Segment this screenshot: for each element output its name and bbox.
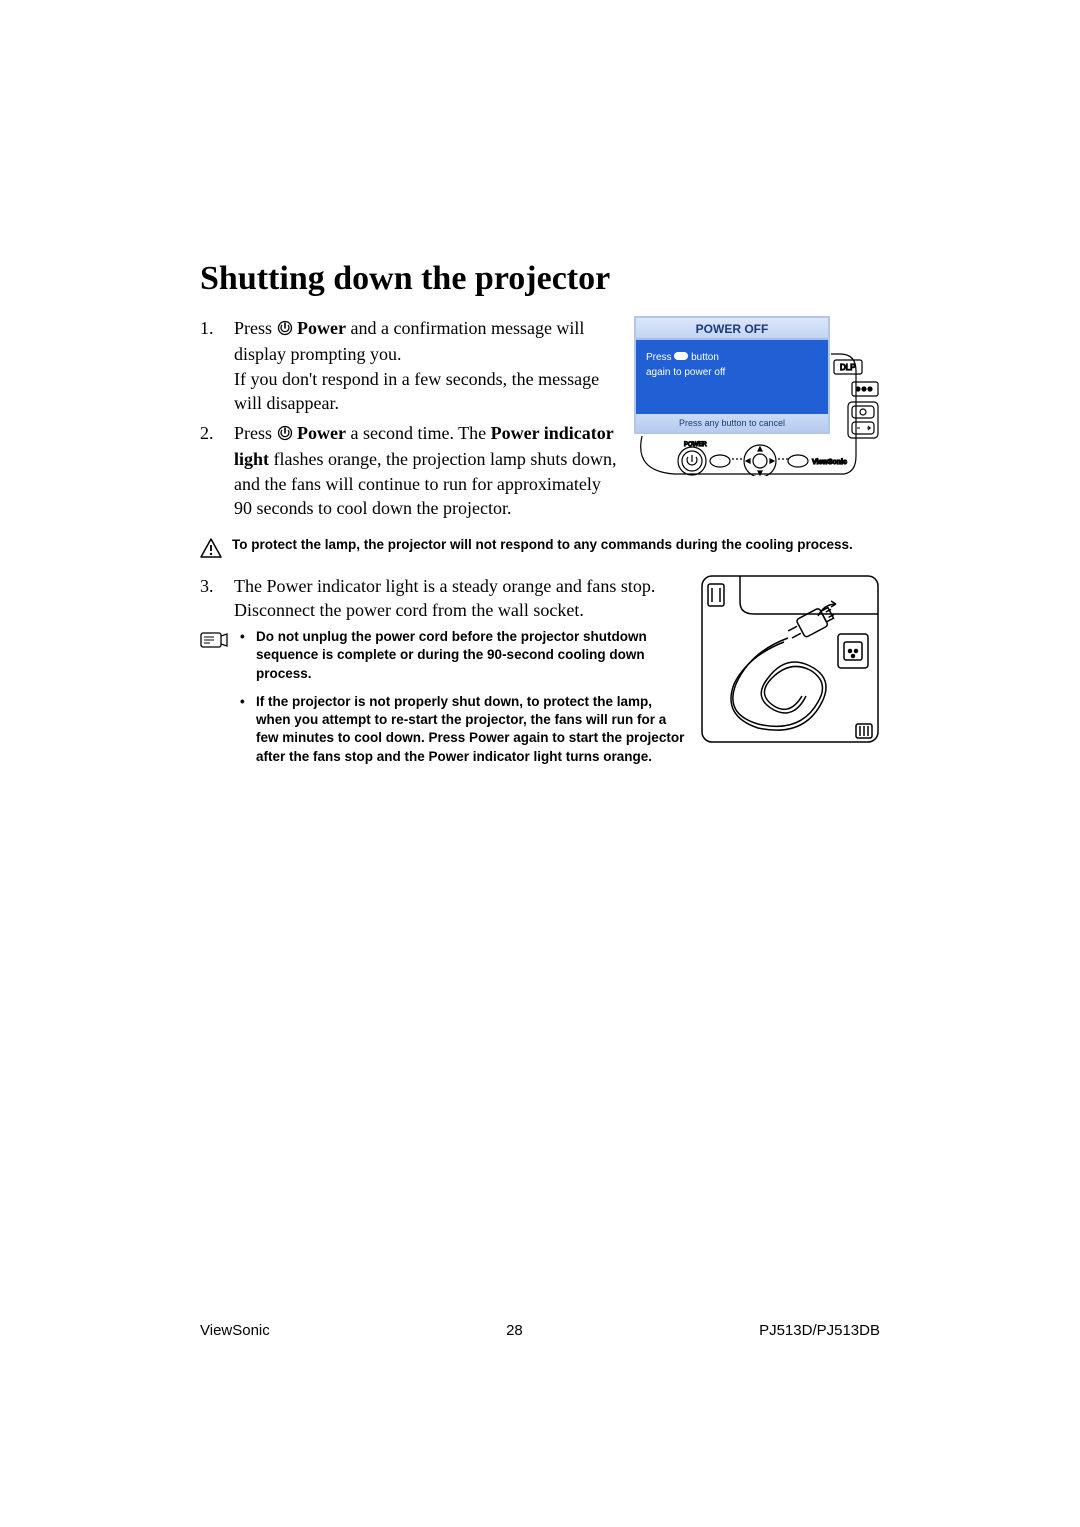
step-3-num: 3.	[200, 574, 234, 623]
step-3-text: The Power indicator light is a steady or…	[234, 574, 686, 623]
screen-msg-3: again to power off	[646, 367, 725, 378]
step-1-power: Power	[297, 318, 346, 338]
screen-footer: Press any button to cancel	[636, 414, 828, 432]
note-2-text: If the projector is not properly shut do…	[256, 693, 686, 766]
step-2-post2: flashes orange, the projection lamp shut…	[234, 449, 616, 518]
step-1-pre: Press	[234, 318, 277, 338]
step-2: 2. Press Power a second time. The Power …	[200, 421, 620, 520]
step-2-post1: a second time. The	[346, 423, 491, 443]
step-2-pre: Press	[234, 423, 277, 443]
page-title: Shutting down the projector	[200, 260, 880, 298]
warning-icon	[200, 536, 222, 563]
power-icon	[277, 423, 293, 447]
screen-msg-2: button	[688, 352, 719, 363]
step-1-num: 1.	[200, 316, 234, 415]
screen-power-pill-icon	[674, 352, 688, 360]
step-2-num: 2.	[200, 421, 234, 520]
screen-header: POWER OFF	[636, 318, 828, 340]
note-2: • If the projector is not properly shut …	[240, 693, 686, 766]
brand-label: ViewSonic	[812, 459, 847, 466]
bullet-icon: •	[240, 628, 256, 683]
note-icon	[200, 628, 230, 776]
warning-text: To protect the lamp, the projector will …	[232, 536, 853, 563]
note-1-text: Do not unplug the power cord before the …	[256, 628, 686, 683]
dlp-label: DLP	[840, 363, 856, 372]
screen-msg-1: Press	[646, 352, 674, 363]
figure-projector-top: POWER OFF Press button again to power of…	[634, 316, 880, 526]
note-1: • Do not unplug the power cord before th…	[240, 628, 686, 683]
figure-power-cord	[700, 574, 880, 776]
footer-page-number: 28	[506, 1322, 523, 1339]
bullet-icon: •	[240, 693, 256, 766]
step-3: 3. The Power indicator light is a steady…	[200, 574, 686, 623]
step-2-power: Power	[297, 423, 346, 443]
footer-left: ViewSonic	[200, 1322, 270, 1339]
footer-right: PJ513D/PJ513DB	[759, 1322, 880, 1339]
step-1-post2: If you don't respond in a few seconds, t…	[234, 369, 599, 413]
power-icon	[277, 318, 293, 342]
step-1: 1. Press Power and a confirmation messag…	[200, 316, 620, 415]
